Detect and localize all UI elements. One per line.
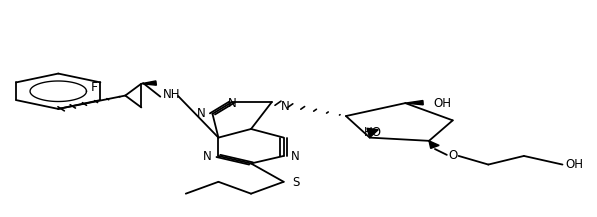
Text: N: N	[196, 107, 205, 120]
Polygon shape	[405, 100, 423, 105]
Text: N: N	[202, 150, 211, 163]
Polygon shape	[367, 128, 378, 138]
Text: S: S	[293, 176, 300, 189]
Text: OH: OH	[565, 158, 583, 171]
Text: N: N	[291, 150, 300, 163]
Text: F: F	[90, 81, 97, 94]
Polygon shape	[141, 81, 156, 85]
Polygon shape	[429, 141, 439, 148]
Text: N: N	[281, 100, 290, 113]
Text: N: N	[227, 97, 236, 110]
Text: OH: OH	[434, 97, 452, 110]
Text: HO: HO	[364, 126, 381, 139]
Text: O: O	[448, 150, 457, 163]
Text: NH: NH	[163, 88, 181, 101]
